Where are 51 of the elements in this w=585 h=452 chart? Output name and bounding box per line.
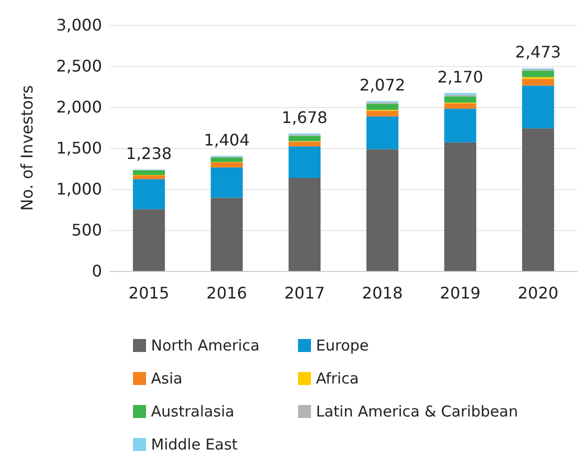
total-label: 2,170 xyxy=(437,68,484,87)
x-tick-label: 2019 xyxy=(440,284,481,302)
legend-label: Africa xyxy=(316,370,359,388)
total-label: 1,678 xyxy=(282,108,328,127)
bar xyxy=(132,209,165,271)
y-tick-label: 3,000 xyxy=(56,16,102,34)
total-label: 1,238 xyxy=(126,144,172,163)
bar xyxy=(210,157,243,162)
legend-label: Asia xyxy=(151,370,182,388)
y-tick-label: 2,000 xyxy=(56,98,102,116)
bar xyxy=(366,104,398,110)
x-tick-label: 2020 xyxy=(518,284,558,302)
bar xyxy=(132,175,165,180)
bar xyxy=(210,162,243,168)
x-tick-label: 2017 xyxy=(284,284,325,302)
total-label: 1,404 xyxy=(204,130,250,150)
bar xyxy=(444,96,476,103)
x-tick-label: 2015 xyxy=(128,284,170,302)
y-tick-label: 0 xyxy=(92,262,102,280)
bar xyxy=(522,128,554,271)
bar xyxy=(288,136,321,142)
y-tick-label: 1,000 xyxy=(56,180,102,198)
x-tick-label: 2016 xyxy=(206,284,248,302)
legend-label: Latin America & Caribbean xyxy=(316,402,518,420)
bar xyxy=(210,198,243,271)
bar xyxy=(288,146,321,178)
total-label: 2,072 xyxy=(360,76,406,95)
bar xyxy=(522,78,554,86)
legend-label: North America xyxy=(151,336,260,354)
x-tick-label: 2018 xyxy=(362,284,403,302)
bar xyxy=(132,170,165,176)
y-axis-title: No. of Investors xyxy=(18,85,36,211)
bar xyxy=(366,110,398,116)
bar xyxy=(366,149,398,271)
y-tick-label: 1,500 xyxy=(56,138,102,158)
bar xyxy=(522,86,554,128)
bar xyxy=(210,167,243,198)
bar xyxy=(132,179,165,210)
legend-label: Australasia xyxy=(151,402,234,420)
total-label: 2,473 xyxy=(515,42,561,62)
bar xyxy=(288,178,321,271)
legend-label: Europe xyxy=(316,336,369,354)
y-tick-label: 500 xyxy=(71,220,102,240)
legend-label: Middle East xyxy=(151,436,238,452)
y-tick-label: 2,500 xyxy=(56,56,102,76)
bar xyxy=(366,116,398,150)
bar xyxy=(444,142,476,271)
bar xyxy=(522,70,554,78)
bar xyxy=(444,108,476,142)
bar xyxy=(444,103,476,109)
bar xyxy=(288,142,321,146)
